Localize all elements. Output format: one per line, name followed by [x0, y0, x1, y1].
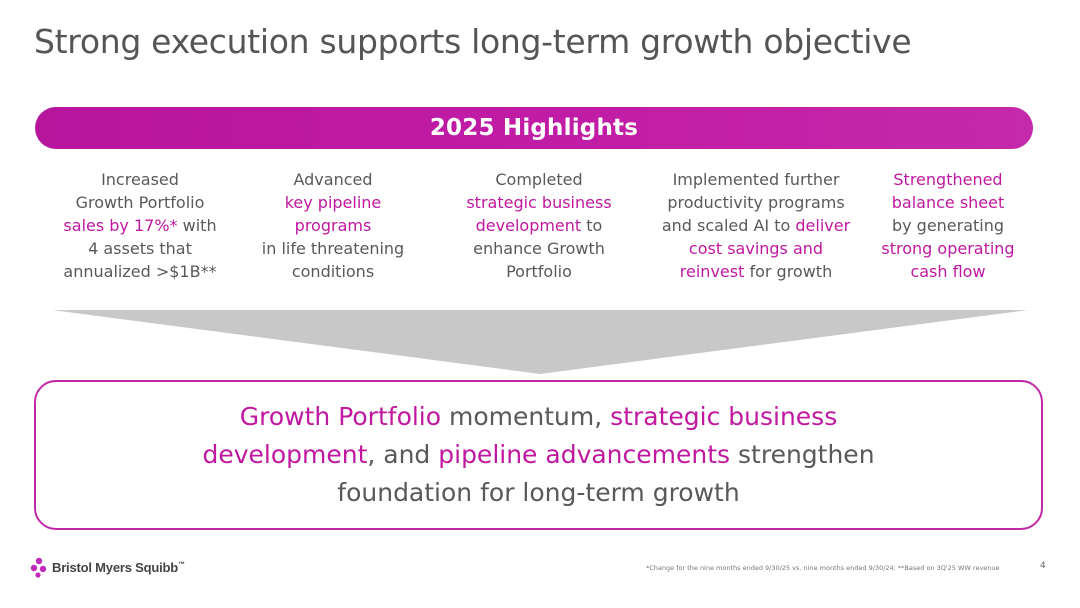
text-line: Advanced: [243, 168, 423, 191]
body-text: Portfolio: [506, 262, 572, 281]
body-text: Implemented further: [672, 170, 840, 189]
body-text: to: [581, 216, 603, 235]
funnel-arrow-icon: [52, 310, 1028, 374]
text-line: Growth Portfolio: [50, 191, 230, 214]
text-line: foundation for long-term growth: [202, 474, 874, 512]
body-text: enhance Growth: [473, 239, 605, 258]
highlighted-text: cash flow: [910, 262, 986, 281]
body-text: for growth: [744, 262, 833, 281]
text-line: strategic business: [446, 191, 632, 214]
text-line: Increased: [50, 168, 230, 191]
body-text: by generating: [891, 216, 1005, 235]
text-line: productivity programs: [650, 191, 862, 214]
body-text: strengthen: [730, 440, 875, 469]
text-line: key pipeline: [243, 191, 423, 214]
text-line: programs: [243, 214, 423, 237]
highlighted-text: key pipeline: [284, 193, 382, 212]
text-line: 4 assets that: [50, 237, 230, 260]
highlight-column: Advanced key pipeline programs in life thre…: [243, 168, 423, 283]
text-line: development, and pipeline advancements s…: [202, 436, 874, 474]
body-text: 4 assets that: [88, 239, 192, 258]
slide-title: Strong execution supports long-term grow…: [34, 22, 912, 61]
highlight-column: Implemented further productivity programs…: [650, 168, 862, 283]
body-text: Completed: [495, 170, 583, 189]
highlight-column: Completed strategic business development t…: [446, 168, 632, 283]
highlighted-text: Strengthened: [893, 170, 1003, 189]
highlights-banner-label: 2025 Highlights: [429, 115, 639, 141]
text-line: strong operating: [870, 237, 1026, 260]
text-line: conditions: [243, 260, 423, 283]
highlighted-text: sales by 17%*: [63, 216, 178, 235]
text-line: Implemented further: [650, 168, 862, 191]
text-line: balance sheet: [870, 191, 1026, 214]
text-line: annualized >$1B**: [50, 260, 230, 283]
highlighted-text: development: [475, 216, 582, 235]
text-line: and scaled AI to deliver: [650, 214, 862, 237]
body-text: Growth Portfolio: [75, 193, 205, 212]
highlight-column: Increased Growth Portfolio sales by 17%* w…: [50, 168, 230, 283]
body-text: Advanced: [293, 170, 373, 189]
highlight-column: Strengthened balance sheet by generating st…: [870, 168, 1026, 283]
text-line: Growth Portfolio momentum, strategic bus…: [202, 398, 874, 436]
body-text: , and: [367, 440, 439, 469]
summary-text: Growth Portfolio momentum, strategic bus…: [202, 398, 874, 512]
body-text: with: [177, 216, 217, 235]
company-logo-text: Bristol Myers Squibb™: [52, 560, 185, 575]
text-line: development to: [446, 214, 632, 237]
highlighted-text: balance sheet: [891, 193, 1005, 212]
company-name: Bristol Myers Squibb: [52, 559, 179, 575]
summary-box: Growth Portfolio momentum, strategic bus…: [34, 380, 1043, 530]
body-text: foundation for long-term growth: [337, 478, 740, 507]
highlighted-text: cost savings and: [688, 239, 824, 258]
text-line: Strengthened: [870, 168, 1026, 191]
body-text: Increased: [101, 170, 179, 189]
text-line: Completed: [446, 168, 632, 191]
text-line: Portfolio: [446, 260, 632, 283]
body-text: productivity programs: [667, 193, 845, 212]
text-line: reinvest for growth: [650, 260, 862, 283]
highlighted-text: strategic business: [610, 402, 838, 431]
highlighted-text: reinvest: [679, 262, 745, 281]
trademark-mark: ™: [178, 561, 185, 569]
highlighted-text: Growth Portfolio: [239, 402, 442, 431]
highlighted-text: development: [202, 440, 368, 469]
footnote: *Change for the nine months ended 9/30/2…: [646, 564, 1000, 572]
body-text: in life threatening: [261, 239, 405, 258]
highlights-banner: 2025 Highlights: [35, 107, 1033, 149]
text-line: cash flow: [870, 260, 1026, 283]
body-text: momentum,: [441, 402, 611, 431]
body-text: conditions: [291, 262, 375, 281]
page-number: 4: [1040, 561, 1046, 571]
highlighted-text: strategic business: [466, 193, 612, 212]
bms-molecule-logo-icon: [30, 557, 47, 578]
text-line: cost savings and: [650, 237, 862, 260]
company-logo: Bristol Myers Squibb™: [30, 556, 185, 578]
text-line: enhance Growth: [446, 237, 632, 260]
text-line: in life threatening: [243, 237, 423, 260]
text-line: by generating: [870, 214, 1026, 237]
highlighted-text: pipeline advancements: [438, 440, 731, 469]
body-text: annualized >$1B**: [63, 262, 217, 281]
highlighted-text: programs: [294, 216, 372, 235]
highlighted-text: strong operating: [881, 239, 1015, 258]
body-text: and scaled AI to: [661, 216, 796, 235]
text-line: sales by 17%* with: [50, 214, 230, 237]
highlighted-text: deliver: [795, 216, 851, 235]
